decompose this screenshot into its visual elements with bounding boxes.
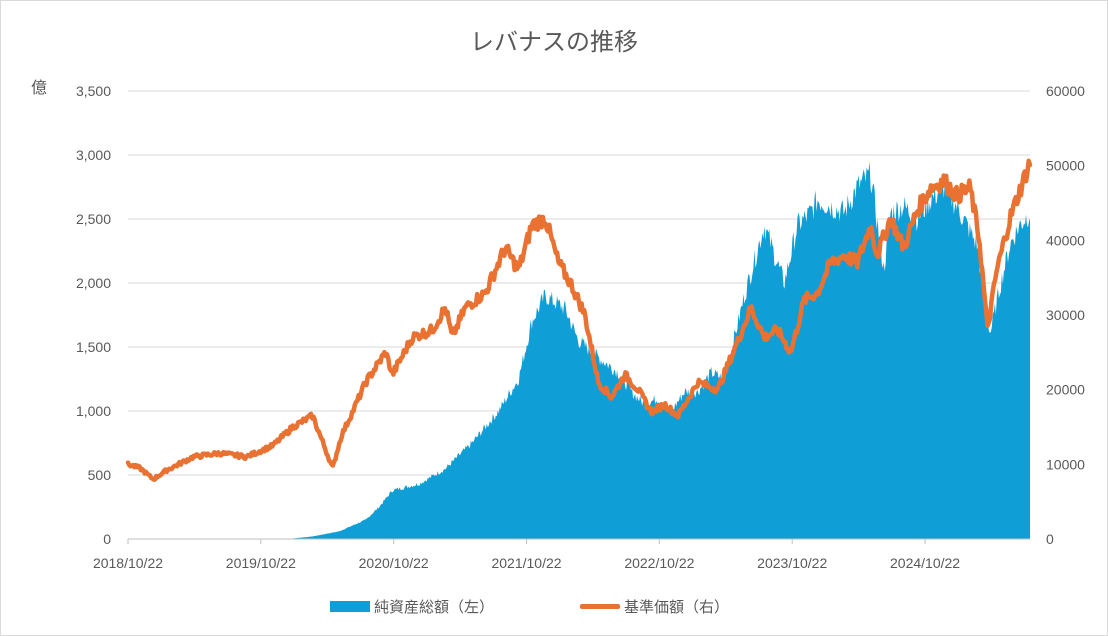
- y-left-tick-label: 2,500: [76, 211, 111, 227]
- legend-item-net-assets: 純資産総額（左）: [330, 596, 494, 617]
- legend-swatch-nav: [580, 604, 620, 609]
- y-left-tick-label: 3,500: [76, 83, 111, 99]
- legend-label-net-assets: 純資産総額（左）: [374, 598, 495, 616]
- x-tick-label: 2019/10/22: [226, 555, 296, 571]
- x-tick-label: 2018/10/22: [93, 555, 163, 571]
- legend: 純資産総額（左） 基準価額（右）: [0, 596, 1108, 616]
- x-tick-label: 2023/10/22: [757, 555, 827, 571]
- y-left-tick-label: 1,500: [76, 339, 111, 355]
- y-right-tick-label: 20000: [1046, 382, 1085, 398]
- y-right-tick-label: 40000: [1046, 232, 1085, 248]
- y-right-tick-label: 0: [1046, 531, 1054, 547]
- plot-area: [125, 158, 1033, 539]
- x-tick-label: 2020/10/22: [359, 555, 429, 571]
- y-left-tick-label: 3,000: [76, 147, 111, 163]
- y-right-tick-label: 30000: [1046, 307, 1085, 323]
- left-axis-unit-label: 億: [31, 78, 48, 97]
- x-tick-label: 2024/10/22: [890, 555, 960, 571]
- x-tick-label: 2022/10/22: [624, 555, 694, 571]
- x-tick-label: 2021/10/22: [491, 555, 561, 571]
- y-left-tick-label: 0: [103, 531, 111, 547]
- chart-title: レバナスの推移: [470, 28, 638, 56]
- y-right-tick-label: 60000: [1046, 83, 1085, 99]
- net-assets-area: [128, 161, 1030, 539]
- y-left-tick-label: 2,000: [76, 275, 111, 291]
- y-left-tick-label: 500: [88, 467, 112, 483]
- y-right-tick-label: 50000: [1046, 158, 1085, 174]
- axes: 0 500 1,000 1,500 2,000 2,500 3,000 3,500 0 10000…: [76, 83, 1085, 571]
- legend-item-nav: 基準価額（右）: [580, 596, 729, 617]
- legend-swatch-net-assets: [330, 601, 370, 612]
- nav-line: [125, 158, 1033, 482]
- y-right-tick-label: 10000: [1046, 456, 1085, 472]
- legend-label-nav: 基準価額（右）: [624, 598, 730, 616]
- y-left-tick-label: 1,000: [76, 403, 111, 419]
